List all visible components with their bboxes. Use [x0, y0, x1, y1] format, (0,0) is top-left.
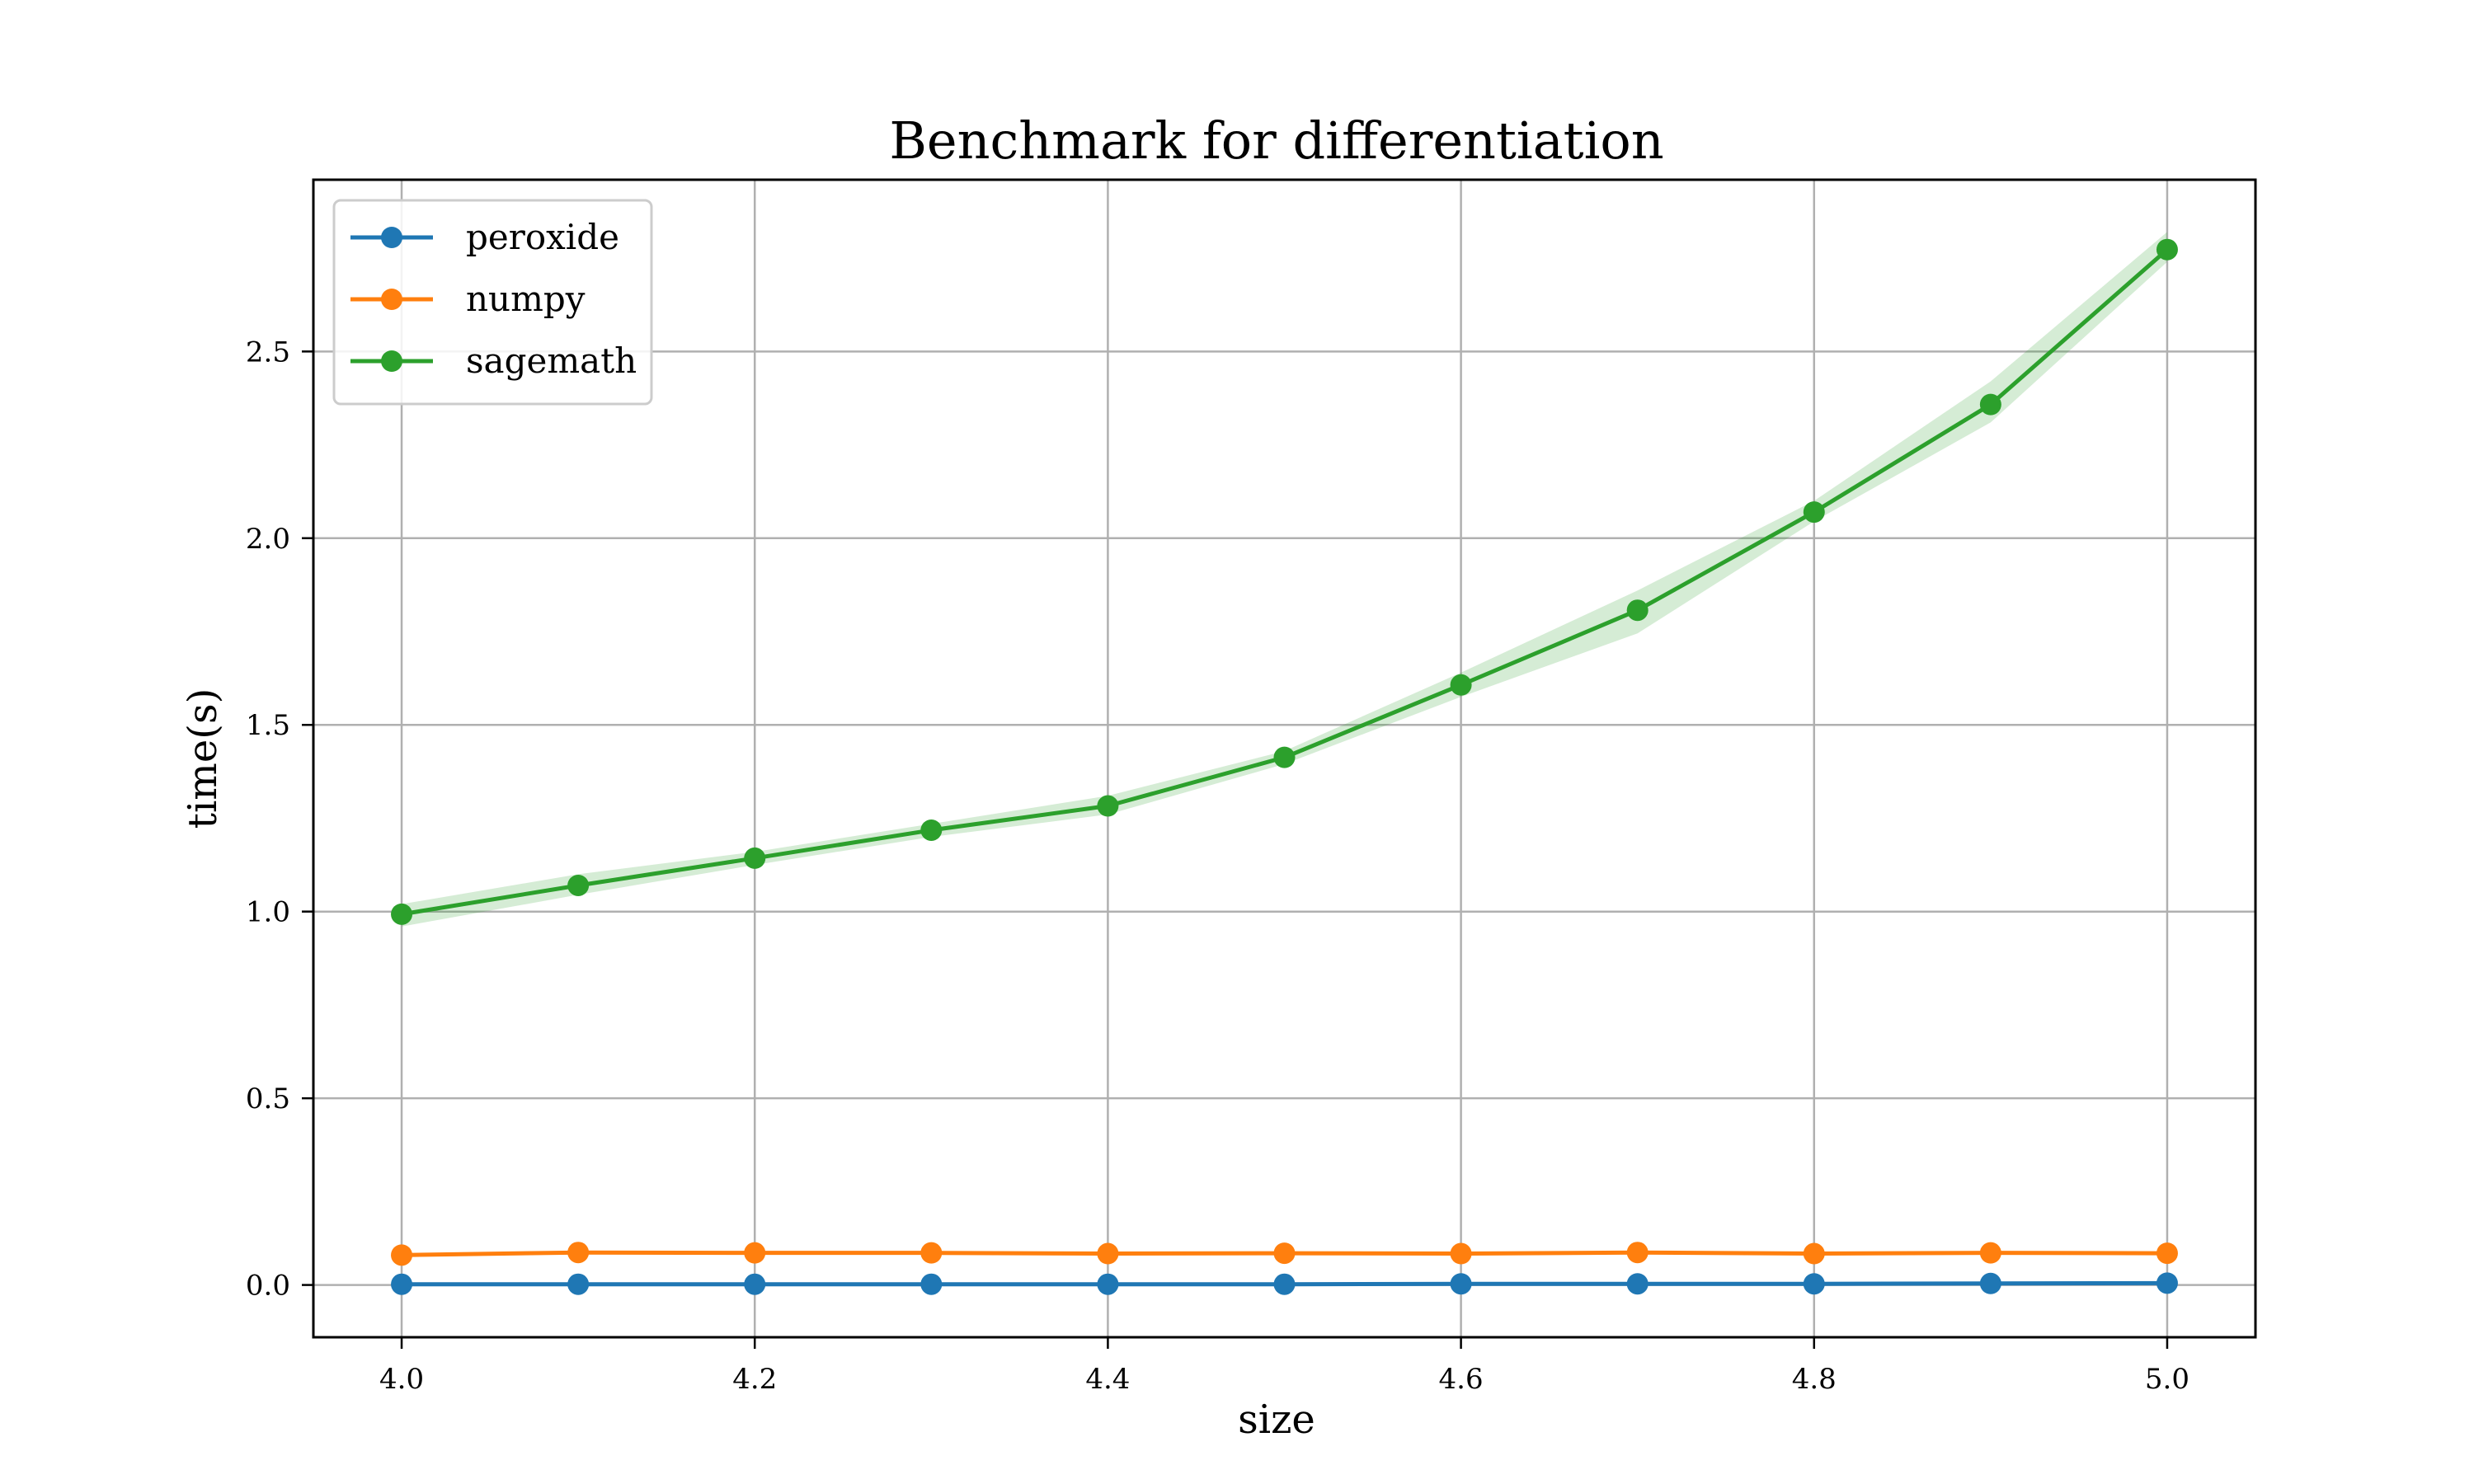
numpy-point — [2156, 1242, 2178, 1265]
peroxide-point — [2156, 1272, 2178, 1294]
legend-swatch-marker — [381, 227, 402, 248]
plot-frame — [312, 178, 2257, 1339]
numpy-point — [567, 1242, 590, 1264]
y-axis-ticks: 0.0 0.5 1.0 1.5 2.0 2.5 — [246, 336, 313, 1303]
legend-label: sagemath — [466, 340, 637, 381]
peroxide-point — [1097, 1273, 1119, 1295]
legend-box — [332, 199, 653, 406]
sagemath-point — [1097, 795, 1119, 817]
x-tick-label: 4.2 — [732, 1363, 777, 1396]
x-tick-label: 4.6 — [1439, 1363, 1484, 1396]
sagemath-point — [744, 847, 766, 869]
chart-title: Benchmark for differentiation — [889, 110, 1663, 171]
sagemath-point — [1626, 599, 1649, 622]
x-tick-label: 4.0 — [379, 1363, 424, 1396]
peroxide-point — [1626, 1273, 1649, 1295]
y-axis-label: time(s) — [180, 688, 226, 829]
y-tick-label: 0.0 — [246, 1270, 290, 1303]
numpy-point — [744, 1242, 766, 1264]
peroxide-point — [920, 1273, 943, 1295]
sagemath-point — [1450, 674, 1472, 696]
numpy-point — [1450, 1242, 1472, 1265]
peroxide-point — [1273, 1273, 1296, 1295]
peroxide-point — [1450, 1273, 1472, 1295]
peroxide-point — [391, 1273, 413, 1295]
sagemath-point — [2156, 238, 2178, 261]
sagemath-point — [391, 903, 413, 925]
legend: peroxide numpy sagemath — [332, 199, 653, 406]
numpy-point — [1803, 1242, 1825, 1265]
x-axis-label: size — [1238, 1397, 1315, 1443]
x-tick-label: 5.0 — [2145, 1363, 2189, 1396]
legend-swatch-marker — [381, 350, 402, 372]
peroxide-point — [744, 1273, 766, 1295]
sagemath-point — [920, 819, 943, 841]
y-tick-label: 1.0 — [246, 896, 290, 929]
x-axis-ticks: 4.0 4.2 4.4 4.6 4.8 5.0 — [379, 1337, 2189, 1396]
y-tick-label: 1.5 — [246, 709, 290, 742]
numpy-point — [1979, 1242, 2001, 1264]
sagemath-point — [1979, 393, 2001, 416]
y-tick-label: 2.0 — [246, 523, 290, 556]
legend-label: numpy — [466, 279, 586, 319]
sagemath-point — [1273, 746, 1296, 768]
numpy-point — [1626, 1242, 1649, 1264]
sagemath-point — [567, 874, 590, 896]
x-tick-label: 4.8 — [1792, 1363, 1837, 1396]
sagemath-point — [1803, 501, 1825, 524]
numpy-point — [391, 1244, 413, 1266]
legend-label: peroxide — [466, 217, 619, 257]
legend-swatch-marker — [381, 289, 402, 310]
y-tick-label: 2.5 — [246, 336, 290, 369]
y-tick-label: 0.5 — [246, 1082, 290, 1115]
x-tick-label: 4.4 — [1085, 1363, 1130, 1396]
peroxide-point — [1979, 1272, 2001, 1294]
numpy-point — [920, 1242, 943, 1264]
numpy-point — [1273, 1242, 1296, 1265]
series-lines — [391, 238, 2178, 1295]
peroxide-point — [1803, 1273, 1825, 1295]
numpy-point — [1097, 1242, 1119, 1265]
peroxide-point — [567, 1273, 590, 1295]
